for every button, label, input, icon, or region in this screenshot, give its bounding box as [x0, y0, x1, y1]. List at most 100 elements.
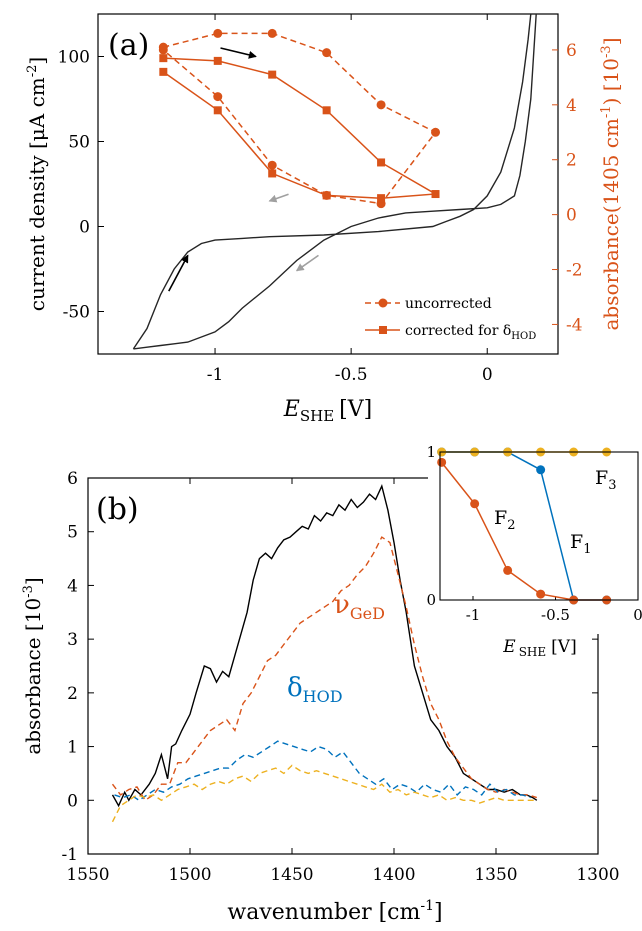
y-tick-label: 6 [67, 469, 78, 489]
inset-y-tick-label: 0 [426, 591, 436, 609]
panel-b-spectra [111, 484, 538, 823]
inset-point-blue [536, 465, 546, 475]
inset-f3-label: F3 [595, 467, 616, 493]
left-y-tick-label: 50 [68, 133, 90, 153]
panel-a-right-y-label: absorbance(1405 cm-1) [10-3] [599, 37, 623, 330]
series-1-point [268, 169, 277, 178]
left-y-tick-label: -50 [63, 303, 90, 323]
inset-plot-box [439, 451, 639, 601]
legend-uncorrected-marker [378, 298, 388, 308]
right-y-tick-label: -2 [566, 261, 583, 281]
right-y-tick-label: 4 [566, 96, 577, 116]
y-tick-label: 0 [67, 791, 78, 811]
series-0-point [322, 48, 332, 58]
spectrum-blue [114, 740, 531, 802]
inset-x-tick-label: -1 [466, 606, 481, 624]
x-tick-label: 0 [482, 365, 493, 385]
panel-a-x-label: ESHE [V] [283, 397, 372, 425]
panel-a-ticks: -1 -0.5 0 -50 0 50 100 -4 -2 0 2 4 6 [58, 14, 583, 385]
right-y-tick-label: -4 [566, 315, 583, 335]
series-1-point [213, 106, 222, 115]
x-tick-label: 1550 [66, 865, 109, 885]
left-y-tick-label: 0 [79, 218, 90, 238]
y-tick-label: 5 [67, 523, 78, 543]
series-1-point [431, 190, 440, 199]
inset-f2-label: F2 [494, 507, 515, 533]
series-0-point [213, 92, 223, 102]
series-1-point [159, 67, 168, 76]
series-1-point [377, 194, 386, 203]
spectrum-gold [111, 764, 537, 823]
panel-b-y-label: absorbance [10-3] [21, 577, 45, 754]
series-0-point [267, 160, 277, 170]
x-tick-label: 1400 [372, 865, 415, 885]
inset-x-label: E SHE [V] [502, 637, 576, 659]
legend-uncorrected-label: uncorrected [405, 296, 492, 312]
x-tick-label: 1300 [576, 865, 619, 885]
panel-b-x-label: wavenumber [cm-1] [227, 898, 442, 925]
panel-a-absorbance-series [158, 28, 441, 209]
cv-cathodic-branch [133, 14, 537, 350]
y-tick-label: 3 [67, 630, 78, 650]
panel-a-label: (a) [108, 28, 149, 63]
series-0-point [267, 28, 277, 38]
right-y-tick-label: 6 [566, 41, 577, 61]
panel-b-plot-box [87, 477, 599, 855]
panel-a-plot-box [97, 13, 559, 355]
direction-arrow [220, 47, 257, 59]
x-tick-label: -1 [207, 365, 224, 385]
right-y-tick-label: 2 [566, 151, 577, 171]
inset-x-tick-label: 0 [633, 606, 642, 624]
series-0-line [162, 32, 437, 205]
y-tick-label: 2 [67, 684, 78, 704]
inset-point-orange [536, 589, 546, 599]
nu-ged-annotation: νGeD [334, 590, 385, 623]
x-tick-label: 1450 [270, 865, 313, 885]
inset-x-tick-label: -0.5 [541, 606, 570, 624]
series-0-point [376, 100, 386, 110]
legend-corrected-marker [379, 326, 387, 334]
spectrum-orange [111, 536, 538, 802]
inset-point-orange [470, 499, 480, 509]
panel-a-cv-curve [132, 14, 537, 350]
inset-point-orange [503, 565, 513, 575]
series-0-point [213, 28, 223, 38]
direction-arrow [268, 193, 289, 203]
series-1-point [377, 158, 386, 167]
series-1-point [322, 191, 331, 200]
inset-plot: -1 -0.5 0 0 1 F3 F2 F1 E SHE [V] [426, 443, 642, 659]
y-tick-label: 1 [67, 738, 78, 758]
panel-a-arrows [168, 47, 319, 292]
delta-hod-annotation: δHOD [287, 673, 343, 706]
series-1-point [159, 54, 168, 63]
series-1-point [268, 70, 277, 79]
direction-arrow [168, 254, 189, 292]
inset-background [428, 444, 642, 634]
panel-b-ticks: 1550 1500 1450 1400 1350 1300 -1 0 1 2 3 4 5 6 [61, 469, 619, 885]
series-0-point [431, 127, 441, 137]
x-tick-label: 1350 [474, 865, 517, 885]
legend-corrected-label: corrected for δHOD [405, 323, 536, 342]
series-1-point [213, 56, 222, 65]
series-1-line [162, 57, 438, 199]
inset-y-tick-label: 1 [426, 443, 436, 461]
direction-arrow [295, 254, 319, 272]
inset-point-orange [437, 457, 447, 467]
panel-a-legend: uncorrected corrected for δHOD [365, 296, 536, 342]
y-tick-label: 4 [67, 576, 78, 596]
left-y-tick-label: 100 [58, 48, 90, 68]
series-0-point [158, 45, 168, 55]
panel-a: -1 -0.5 0 -50 0 50 100 -4 -2 0 2 4 6 (a) uncorrected… [25, 13, 623, 425]
series-1-point [322, 106, 331, 115]
y-tick-label: -1 [61, 845, 78, 865]
cv-anodic-branch [132, 14, 532, 350]
inset-ticks: -1 -0.5 0 0 1 [426, 443, 642, 624]
inset-f1-label: F1 [570, 531, 591, 557]
panel-a-left-y-label: current density [μA cm-2] [25, 57, 49, 311]
x-tick-label: -0.5 [335, 365, 368, 385]
panel-b-label: (b) [96, 492, 139, 527]
panel-b: 1550 1500 1450 1400 1350 1300 -1 0 1 2 3 4 5 6 (b) νG… [21, 443, 642, 925]
right-y-tick-label: 0 [566, 206, 577, 226]
x-tick-label: 1500 [168, 865, 211, 885]
